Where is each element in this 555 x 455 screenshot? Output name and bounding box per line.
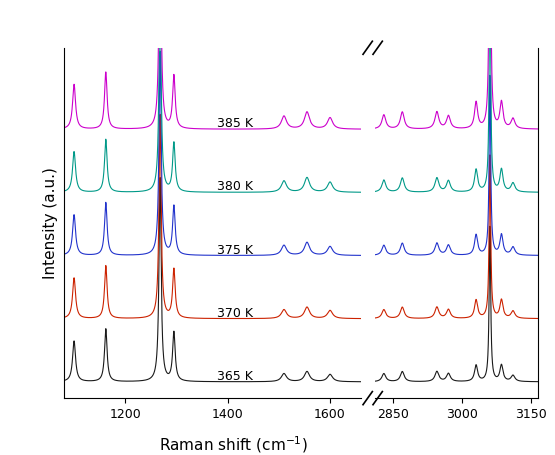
Y-axis label: Intensity (a.u.): Intensity (a.u.): [43, 167, 58, 279]
Text: 365 K: 365 K: [218, 370, 253, 383]
Text: Raman shift (cm$^{-1}$): Raman shift (cm$^{-1}$): [159, 434, 307, 455]
Text: 370 K: 370 K: [218, 307, 254, 320]
Text: 380 K: 380 K: [218, 180, 254, 193]
Text: 385 K: 385 K: [218, 117, 254, 130]
Text: 375 K: 375 K: [218, 243, 254, 257]
